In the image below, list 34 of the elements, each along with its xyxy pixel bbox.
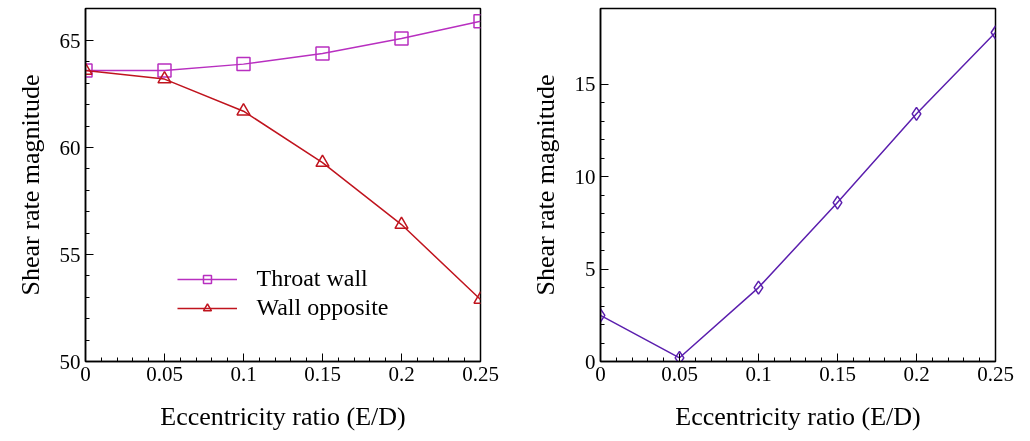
x-axis-title: Eccentricity ratio (E/D): [160, 401, 406, 431]
y-tick-label: 60: [59, 135, 81, 160]
x-tick-label: 0.2: [903, 361, 930, 386]
legend-label: Throat wall: [256, 265, 368, 292]
y-tick-label: 10: [574, 164, 596, 189]
x-tick-label: 0.15: [819, 361, 856, 386]
point: [394, 31, 409, 46]
point: [315, 154, 330, 168]
y-tick-label: 50: [59, 349, 81, 374]
legend-label: Wall opposite: [256, 294, 389, 321]
x-tick-label: 0.05: [146, 361, 183, 386]
point: [832, 195, 843, 210]
point: [674, 350, 685, 362]
y-tick-label: 15: [574, 72, 596, 97]
x-tick-label: 0.1: [745, 361, 772, 386]
y-tick-label: 55: [59, 242, 81, 267]
x-tick-label: 0.2: [388, 361, 415, 386]
x-tick-label: 0.15: [304, 361, 341, 386]
x-tick-label: 0.25: [977, 361, 1014, 386]
point: [236, 102, 251, 116]
point: [753, 280, 764, 295]
point: [236, 56, 251, 72]
y-tick-label: 65: [59, 28, 81, 53]
point: [157, 70, 172, 84]
x-tick-label: 0.25: [462, 361, 499, 386]
y-axis-title: Shear rate magnitude: [530, 74, 560, 296]
point: [315, 46, 330, 61]
point: [157, 63, 172, 78]
y-axis-title: Shear rate magnitude: [15, 74, 45, 296]
x-tick-label: 0.1: [230, 361, 257, 386]
y-tick-label: 5: [585, 257, 596, 282]
x-tick-label: 0.05: [661, 361, 698, 386]
point: [394, 216, 409, 230]
x-axis-title: Eccentricity ratio (E/D): [675, 401, 921, 431]
